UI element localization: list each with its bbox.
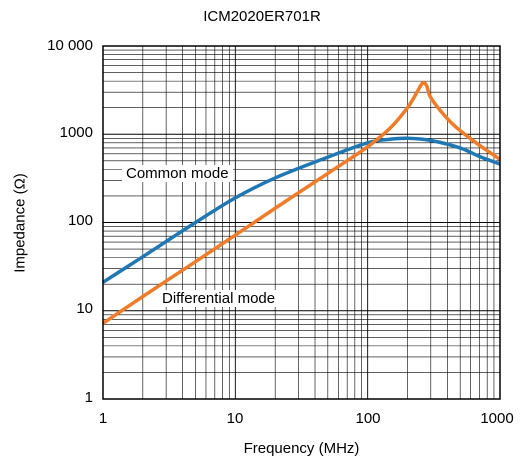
- chart-title: ICM2020ER701R: [203, 8, 321, 25]
- series-lines: [102, 80, 501, 325]
- x-tick-label: 100: [355, 410, 381, 427]
- differential-mode-label: Differential mode: [158, 290, 280, 307]
- plot-frame: [102, 45, 501, 400]
- common-mode-label: Common mode: [122, 165, 233, 182]
- series-line-differential-mode: [102, 80, 501, 325]
- grid: [102, 46, 500, 400]
- y-tick-label: 1: [84, 389, 93, 406]
- x-tick-label: 1: [98, 410, 108, 427]
- series-line-common-mode: [102, 136, 501, 284]
- y-tick-label: 10: [76, 300, 93, 317]
- y-tick-label: 10 000: [47, 37, 93, 54]
- y-tick-label: 1000: [59, 124, 93, 141]
- x-tick-label: 1000: [480, 410, 514, 427]
- x-tick-label: 10: [226, 410, 244, 427]
- x-axis-label: Frequency (MHz): [243, 440, 360, 457]
- y-tick-label: 100: [67, 212, 93, 229]
